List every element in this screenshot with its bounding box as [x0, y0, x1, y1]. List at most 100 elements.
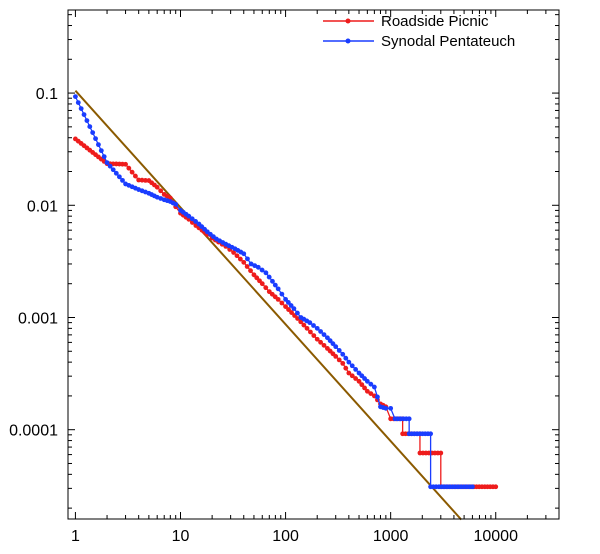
data-point-synodal [272, 282, 278, 288]
data-point-roadside [263, 285, 269, 291]
data-point-synodal [333, 344, 339, 350]
data-point-synodal [110, 167, 116, 173]
data-point-roadside [301, 322, 307, 328]
data-point-synodal [470, 484, 475, 490]
data-point-synodal [428, 431, 434, 437]
x-tick-label: 1000 [373, 528, 409, 545]
data-point-roadside [314, 336, 320, 342]
data-point-roadside [237, 256, 243, 262]
data-point-synodal [375, 394, 380, 400]
data-point-synodal [336, 348, 342, 353]
plot-frame [67, 9, 560, 520]
data-point-synodal [270, 278, 275, 284]
data-point-synodal [189, 216, 195, 222]
data-point-roadside [438, 450, 444, 456]
data-point-roadside [123, 161, 128, 167]
legend-label-synodal: Synodal Pentateuch [381, 33, 515, 50]
data-point-synodal [314, 325, 320, 331]
data-point-roadside [304, 325, 310, 331]
data-point-roadside [308, 329, 313, 335]
data-point-synodal [259, 267, 265, 273]
data-point-synodal [248, 261, 254, 267]
data-point-synodal [78, 106, 84, 112]
data-point-roadside [333, 354, 339, 359]
data-point-synodal [120, 177, 125, 183]
data-point-roadside [346, 370, 352, 376]
data-point-synodal [87, 124, 93, 130]
data-point-roadside [154, 184, 160, 190]
data-point-roadside [340, 360, 346, 366]
data-point-roadside [368, 391, 374, 396]
data-point-synodal [252, 263, 258, 269]
data-point-roadside [286, 307, 291, 312]
data-point-roadside [349, 373, 355, 379]
data-point-roadside [283, 304, 288, 310]
x-tick-label: 100 [272, 528, 299, 545]
data-point-roadside [244, 264, 250, 269]
data-point-synodal [349, 363, 355, 369]
data-point-roadside [311, 333, 317, 339]
data-point-synodal [275, 286, 281, 292]
data-point-roadside [139, 177, 145, 183]
data-point-synodal [346, 359, 352, 365]
data-point-roadside [279, 300, 285, 306]
data-point-synodal [371, 384, 377, 390]
axis-ticks [68, 10, 560, 519]
data-point-synodal [295, 310, 300, 316]
y-tick-label: 0.1 [36, 86, 58, 103]
data-point-roadside [231, 250, 236, 255]
y-tick-label: 0.0001 [9, 423, 58, 440]
plot-series [73, 90, 499, 521]
data-point-synodal [364, 378, 370, 384]
data-point-roadside [336, 357, 342, 363]
data-point-roadside [132, 173, 138, 179]
legend-marker-synodal [345, 38, 351, 44]
data-point-roadside [158, 188, 164, 194]
data-point-synodal [84, 118, 90, 124]
legend: Roadside Picnic Synodal Pentateuch [323, 13, 515, 50]
data-point-synodal [279, 291, 285, 297]
data-point-synodal [283, 296, 288, 302]
data-point-synodal [318, 329, 324, 334]
data-point-synodal [241, 251, 247, 257]
x-tick-label: 10000 [473, 528, 518, 545]
data-point-synodal [193, 219, 199, 224]
data-point-synodal [406, 416, 412, 422]
data-point-synodal [107, 163, 113, 169]
data-point-synodal [186, 213, 192, 219]
x-tick-label: 10 [172, 528, 190, 545]
data-point-synodal [96, 142, 101, 148]
data-point-synodal [101, 154, 107, 160]
data-point-roadside [321, 342, 327, 348]
data-point-roadside [129, 169, 135, 175]
data-point-synodal [383, 405, 389, 411]
data-point-synodal [104, 160, 110, 166]
data-point-synodal [343, 355, 349, 361]
data-point-synodal [288, 303, 294, 308]
data-point-roadside [364, 388, 370, 394]
data-point-roadside [136, 177, 142, 183]
data-point-roadside [356, 378, 362, 384]
data-point-synodal [353, 366, 359, 372]
data-point-roadside [234, 253, 240, 259]
data-point-roadside [493, 484, 499, 490]
data-point-synodal [285, 300, 291, 305]
data-point-roadside [275, 296, 281, 302]
data-point-roadside [248, 268, 253, 274]
data-point-synodal [255, 264, 261, 270]
data-point-synodal [173, 201, 179, 207]
data-point-synodal [266, 274, 272, 280]
data-point-roadside [343, 365, 349, 371]
data-point-roadside [353, 376, 359, 381]
data-point-synodal [311, 323, 316, 328]
data-point-roadside [289, 310, 294, 315]
data-point-synodal [98, 148, 104, 154]
data-point-synodal [245, 256, 250, 262]
data-point-synodal [388, 405, 394, 411]
x-tick-label: 1 [71, 528, 80, 545]
data-point-synodal [307, 320, 313, 326]
series-line-synodal [74, 96, 473, 488]
data-point-synodal [90, 130, 96, 136]
data-point-roadside [259, 281, 265, 287]
